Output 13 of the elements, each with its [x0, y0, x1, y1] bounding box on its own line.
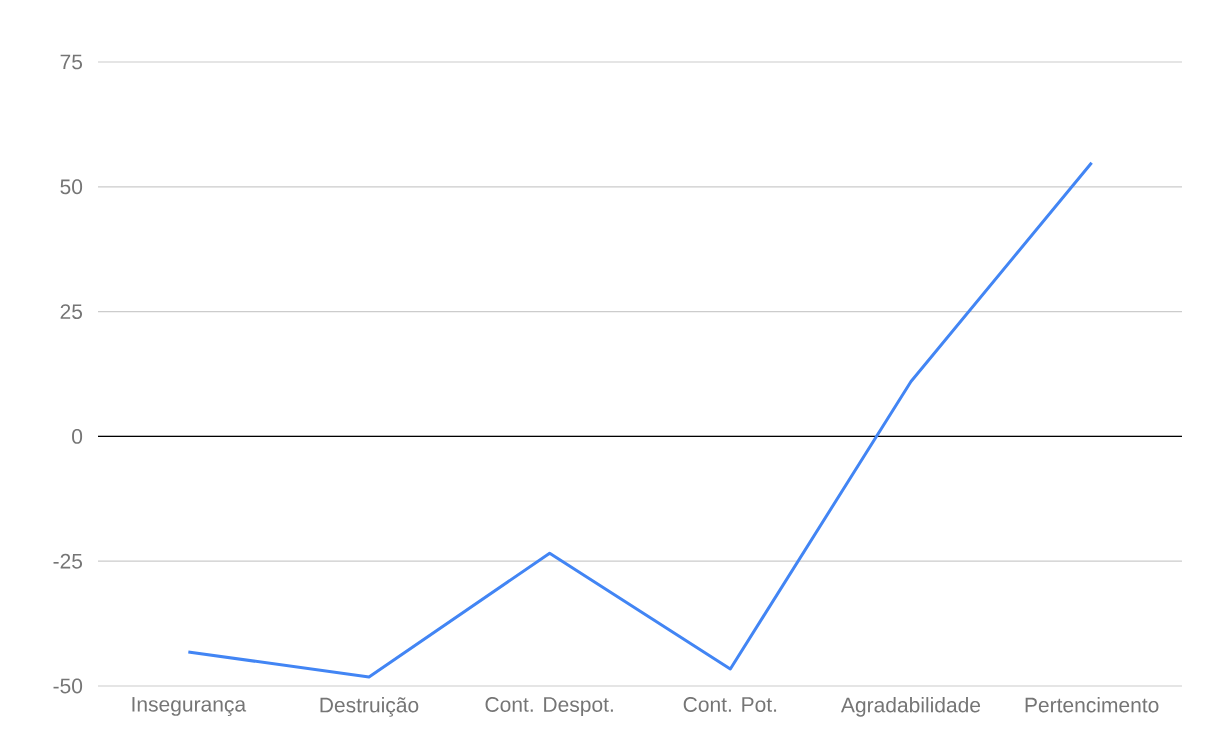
x-tick-label: Destruição [320, 697, 419, 717]
y-tick-label: 25 [60, 304, 83, 320]
y-tick-label: 75 [60, 54, 83, 70]
x-tick-label: Agradabilidade [840, 697, 981, 717]
x-tick-label: Pertencimento [1025, 697, 1159, 713]
line-series [186, 161, 1094, 679]
x-tick-label: Cont. Despot. [485, 697, 613, 717]
y-tick-label: 0 [72, 428, 83, 444]
x-tick-label: Insegurança [132, 697, 247, 716]
x-tick-label: Cont. Pot. [683, 697, 777, 712]
y-tick-label: -50 [53, 678, 83, 694]
y-tick-label: -25 [53, 553, 83, 569]
y-tick-label: 50 [60, 179, 83, 195]
